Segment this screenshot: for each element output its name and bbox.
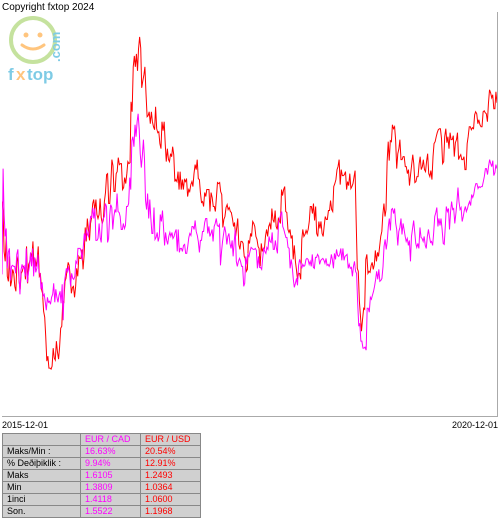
date-end: 2020-12-01 [452, 420, 498, 430]
stats-header-series2: EUR / USD [141, 434, 201, 446]
series-line-eur-cad [2, 37, 497, 369]
stats-label: Maks/Min : [3, 446, 81, 458]
stats-value-s2: 1.0364 [141, 482, 201, 494]
stats-value-s2: 12.91% [141, 458, 201, 470]
stats-header-blank [3, 434, 81, 446]
stats-value-s1: 9.94% [81, 458, 141, 470]
stats-value-s1: 1.3809 [81, 482, 141, 494]
stats-value-s1: 1.6105 [81, 470, 141, 482]
stats-header-row: EUR / CAD EUR / USD [3, 434, 201, 446]
series-line-eur-usd [2, 114, 497, 350]
stats-value-s1: 16.63% [81, 446, 141, 458]
stats-label: % Deðiþiklik : [3, 458, 81, 470]
stats-value-s2: 20.54% [141, 446, 201, 458]
stats-value-s2: 1.1968 [141, 506, 201, 518]
stats-row: Maks/Min :16.63%20.54% [3, 446, 201, 458]
stats-table: EUR / CAD EUR / USD Maks/Min :16.63%20.5… [2, 433, 201, 518]
stats-header-series1: EUR / CAD [81, 434, 141, 446]
stats-label: Son. [3, 506, 81, 518]
stats-label: Min [3, 482, 81, 494]
stats-row: Son.1.55221.1968 [3, 506, 201, 518]
stats-row: % Deðiþiklik :9.94%12.91% [3, 458, 201, 470]
date-axis: 2015-12-01 2020-12-01 [2, 420, 498, 430]
chart-region [2, 12, 498, 417]
stats-value-s2: 1.2493 [141, 470, 201, 482]
line-chart [2, 12, 497, 416]
stats-value-s1: 1.5522 [81, 506, 141, 518]
date-start: 2015-12-01 [2, 420, 48, 430]
stats-label: Maks [3, 470, 81, 482]
stats-row: Min1.38091.0364 [3, 482, 201, 494]
stats-row: Maks1.61051.2493 [3, 470, 201, 482]
